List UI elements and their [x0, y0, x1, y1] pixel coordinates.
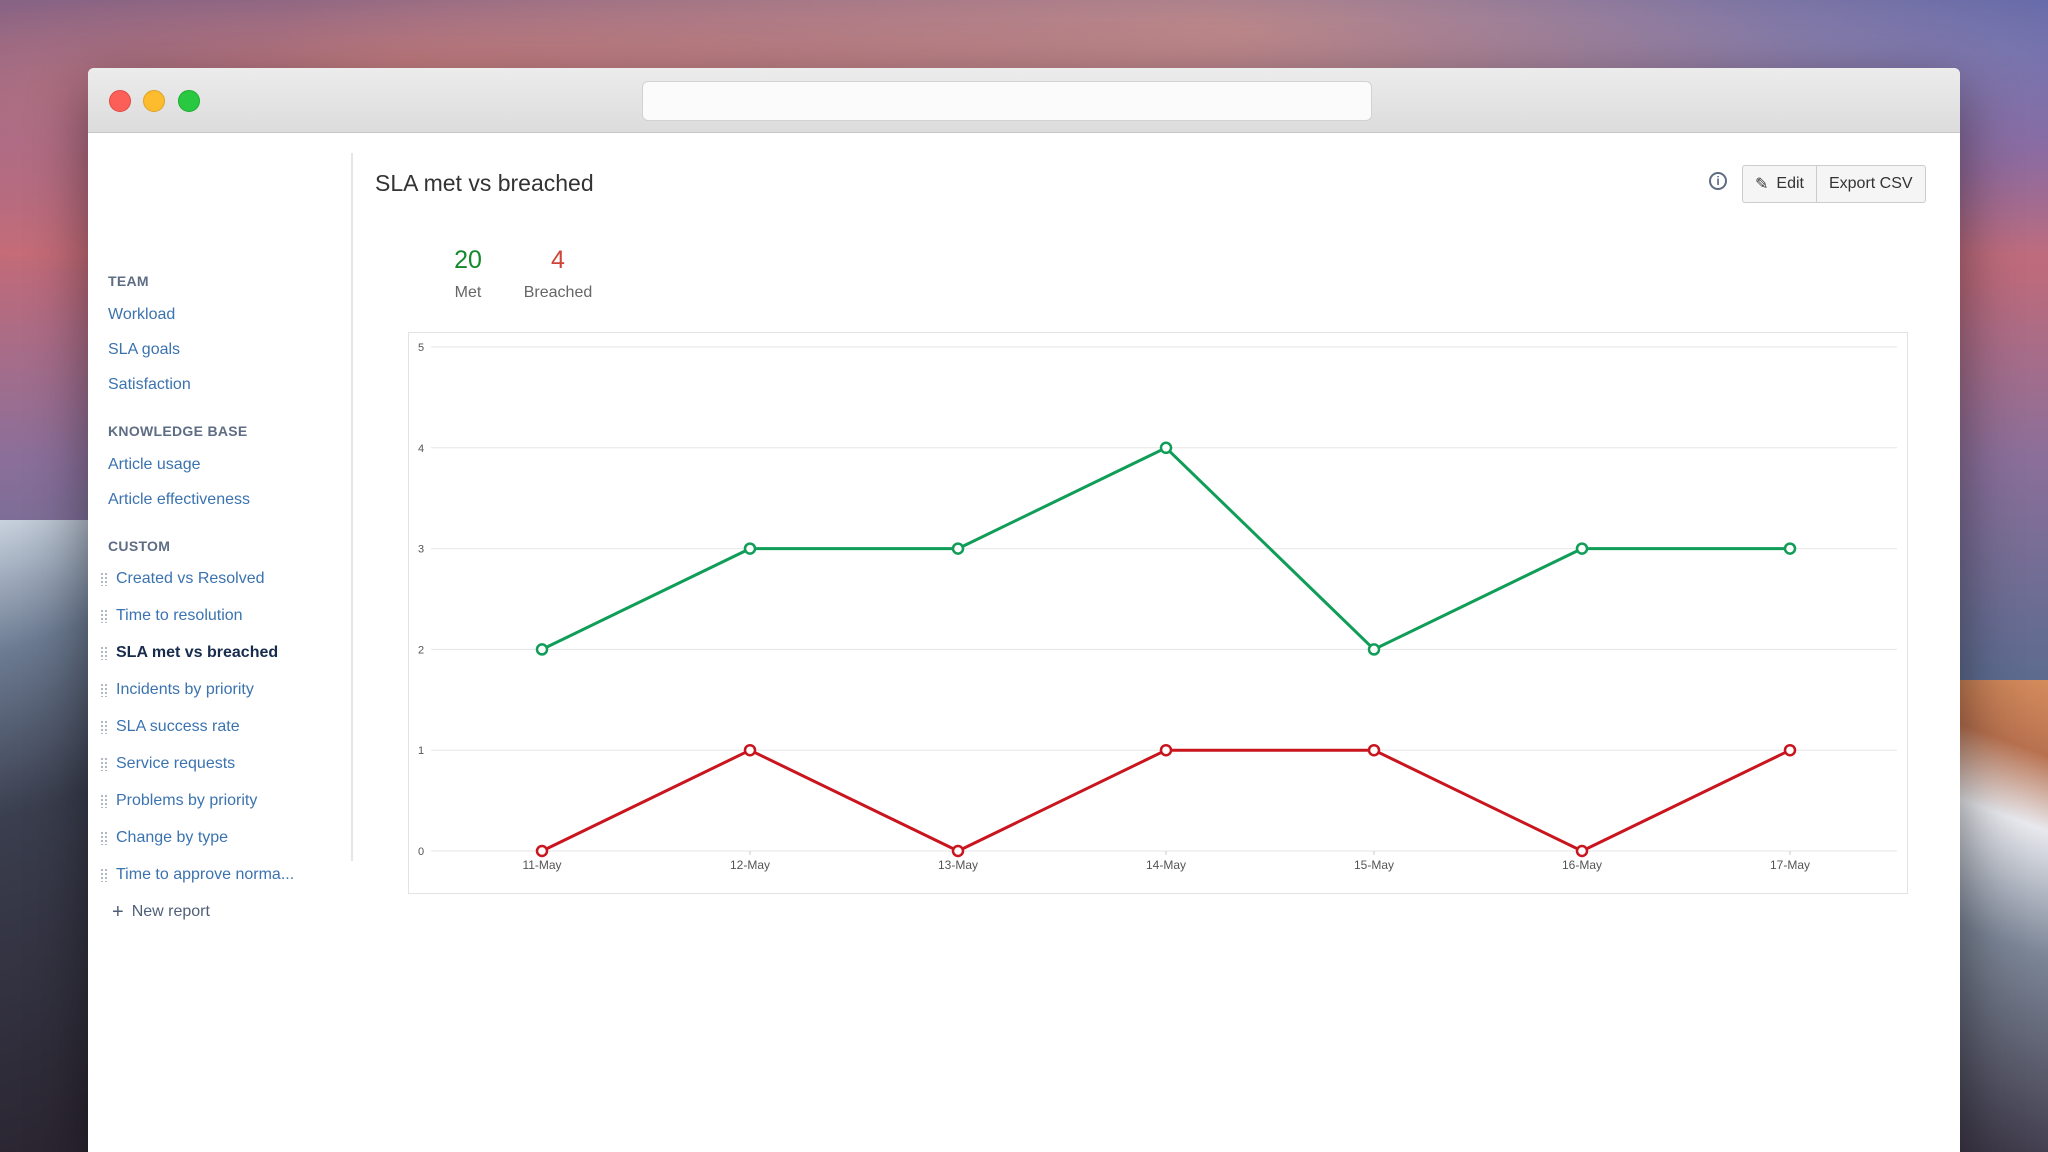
reports-sidebar: TEAM Workload SLA goals Satisfaction KNO… [88, 133, 352, 933]
y-tick-label: 2 [418, 644, 424, 656]
sidebar-item-label: Created vs Resolved [116, 570, 265, 587]
sidebar-item-label: Problems by priority [116, 792, 258, 809]
x-tick-label: 15-May [1354, 858, 1394, 872]
data-point-breached [535, 844, 549, 858]
drag-handle-icon[interactable] [100, 646, 108, 660]
data-point-met [535, 643, 549, 656]
y-tick-label: 3 [418, 544, 424, 556]
data-point-met [743, 542, 757, 555]
sidebar-item-satisfaction[interactable]: Satisfaction [108, 376, 191, 393]
drag-handle-icon[interactable] [100, 831, 108, 845]
info-icon[interactable]: i [1709, 172, 1727, 190]
sidebar-divider [351, 153, 353, 861]
browser-window: TEAM Workload SLA goals Satisfaction KNO… [88, 68, 1960, 1152]
drag-handle-icon[interactable] [100, 757, 108, 771]
sidebar-item-change-by-type[interactable]: Change by type [100, 829, 228, 847]
sidebar-item-time-to-resolution[interactable]: Time to resolution [100, 607, 243, 625]
y-tick-label: 5 [418, 342, 424, 354]
drag-handle-icon[interactable] [100, 572, 108, 586]
desktop-mountain-left [0, 520, 100, 1152]
data-point-breached [1783, 743, 1797, 757]
series-line-breached [541, 748, 1791, 853]
x-tick-label: 13-May [938, 858, 978, 872]
sidebar-item-time-to-approve[interactable]: Time to approve norma... [100, 866, 294, 884]
sidebar-item-incidents-by-priority[interactable]: Incidents by priority [100, 681, 254, 699]
sidebar-item-label: SLA met vs breached [116, 644, 279, 661]
close-window-button[interactable] [109, 90, 131, 112]
address-bar[interactable] [642, 81, 1372, 121]
met-stat: 20 Met [438, 246, 498, 302]
pencil-icon: ✎ [1755, 176, 1769, 193]
y-tick-label: 1 [418, 745, 424, 757]
edit-button[interactable]: ✎ Edit [1743, 166, 1816, 202]
sidebar-item-label: Service requests [116, 755, 236, 772]
window-titlebar [88, 68, 1960, 133]
desktop-mountain-right [1958, 680, 2048, 1152]
breached-stat: 4 Breached [513, 246, 603, 302]
export-csv-label: Export CSV [1828, 175, 1913, 192]
sidebar-item-sla-success-rate[interactable]: SLA success rate [100, 718, 240, 736]
breached-label: Breached [523, 284, 593, 301]
data-point-breached [1367, 743, 1381, 757]
maximize-window-button[interactable] [178, 90, 200, 112]
sidebar-item-problems-by-priority[interactable]: Problems by priority [100, 792, 257, 810]
drag-handle-icon[interactable] [100, 794, 108, 808]
sidebar-item-label: Incidents by priority [116, 681, 254, 698]
data-point-breached [743, 743, 757, 757]
x-tick-label: 17-May [1770, 858, 1810, 872]
sidebar-item-label: Time to resolution [116, 607, 243, 624]
sidebar-item-label: Time to approve norma... [116, 866, 295, 883]
drag-handle-icon[interactable] [100, 720, 108, 734]
data-point-breached [951, 844, 965, 858]
x-tick-label: 12-May [730, 858, 770, 872]
y-tick-label: 4 [418, 443, 424, 455]
data-point-met [1575, 542, 1589, 555]
new-report-button[interactable]: + New report [112, 901, 210, 923]
x-tick-label: 14-May [1146, 858, 1186, 872]
breached-count: 4 [551, 246, 565, 274]
x-tick-label: 11-May [522, 858, 561, 872]
data-point-breached [1575, 844, 1589, 858]
sidebar-item-label: SLA success rate [116, 718, 240, 735]
sidebar-item-sla-goals[interactable]: SLA goals [108, 341, 181, 358]
data-point-met [1159, 441, 1173, 455]
sidebar-item-article-usage[interactable]: Article usage [108, 456, 201, 473]
drag-handle-icon[interactable] [100, 868, 108, 882]
sidebar-item-label: Change by type [116, 829, 229, 846]
y-tick-label: 0 [418, 846, 424, 858]
minimize-window-button[interactable] [143, 90, 165, 112]
sidebar-item-sla-met-vs-breached[interactable]: SLA met vs breached [100, 644, 278, 662]
data-point-met [1783, 542, 1797, 555]
export-csv-button[interactable]: Export CSV [1815, 166, 1925, 202]
section-heading-custom: CUSTOM [108, 538, 171, 554]
sla-line-chart: 0 1 2 3 4 5 11-May 12-May 13-May 14-May 15-May 16-M… [408, 332, 1908, 894]
sidebar-item-service-requests[interactable]: Service requests [100, 755, 235, 773]
section-heading-team: TEAM [108, 273, 149, 289]
section-heading-knowledge-base: KNOWLEDGE BASE [108, 423, 248, 439]
data-point-met [951, 542, 965, 555]
chart-canvas: 0 1 2 3 4 5 11-May 12-May 13-May 14-May 15-May 16-M… [418, 342, 1897, 872]
met-count: 20 [454, 246, 482, 274]
data-point-met [1367, 643, 1381, 656]
page-title: SLA met vs breached [375, 170, 594, 196]
data-point-breached [1159, 743, 1173, 757]
new-report-label: New report [131, 903, 210, 920]
met-label: Met [454, 284, 482, 301]
sidebar-item-article-effectiveness[interactable]: Article effectiveness [108, 491, 250, 508]
sidebar-item-workload[interactable]: Workload [108, 306, 176, 323]
report-actions: ✎ Edit Export CSV [1742, 165, 1926, 203]
drag-handle-icon[interactable] [100, 609, 108, 623]
plus-icon: + [112, 901, 124, 923]
x-tick-label: 16-May [1562, 858, 1602, 872]
drag-handle-icon[interactable] [100, 683, 108, 697]
sidebar-item-created-vs-resolved[interactable]: Created vs Resolved [100, 570, 265, 588]
edit-button-label: Edit [1776, 175, 1804, 192]
